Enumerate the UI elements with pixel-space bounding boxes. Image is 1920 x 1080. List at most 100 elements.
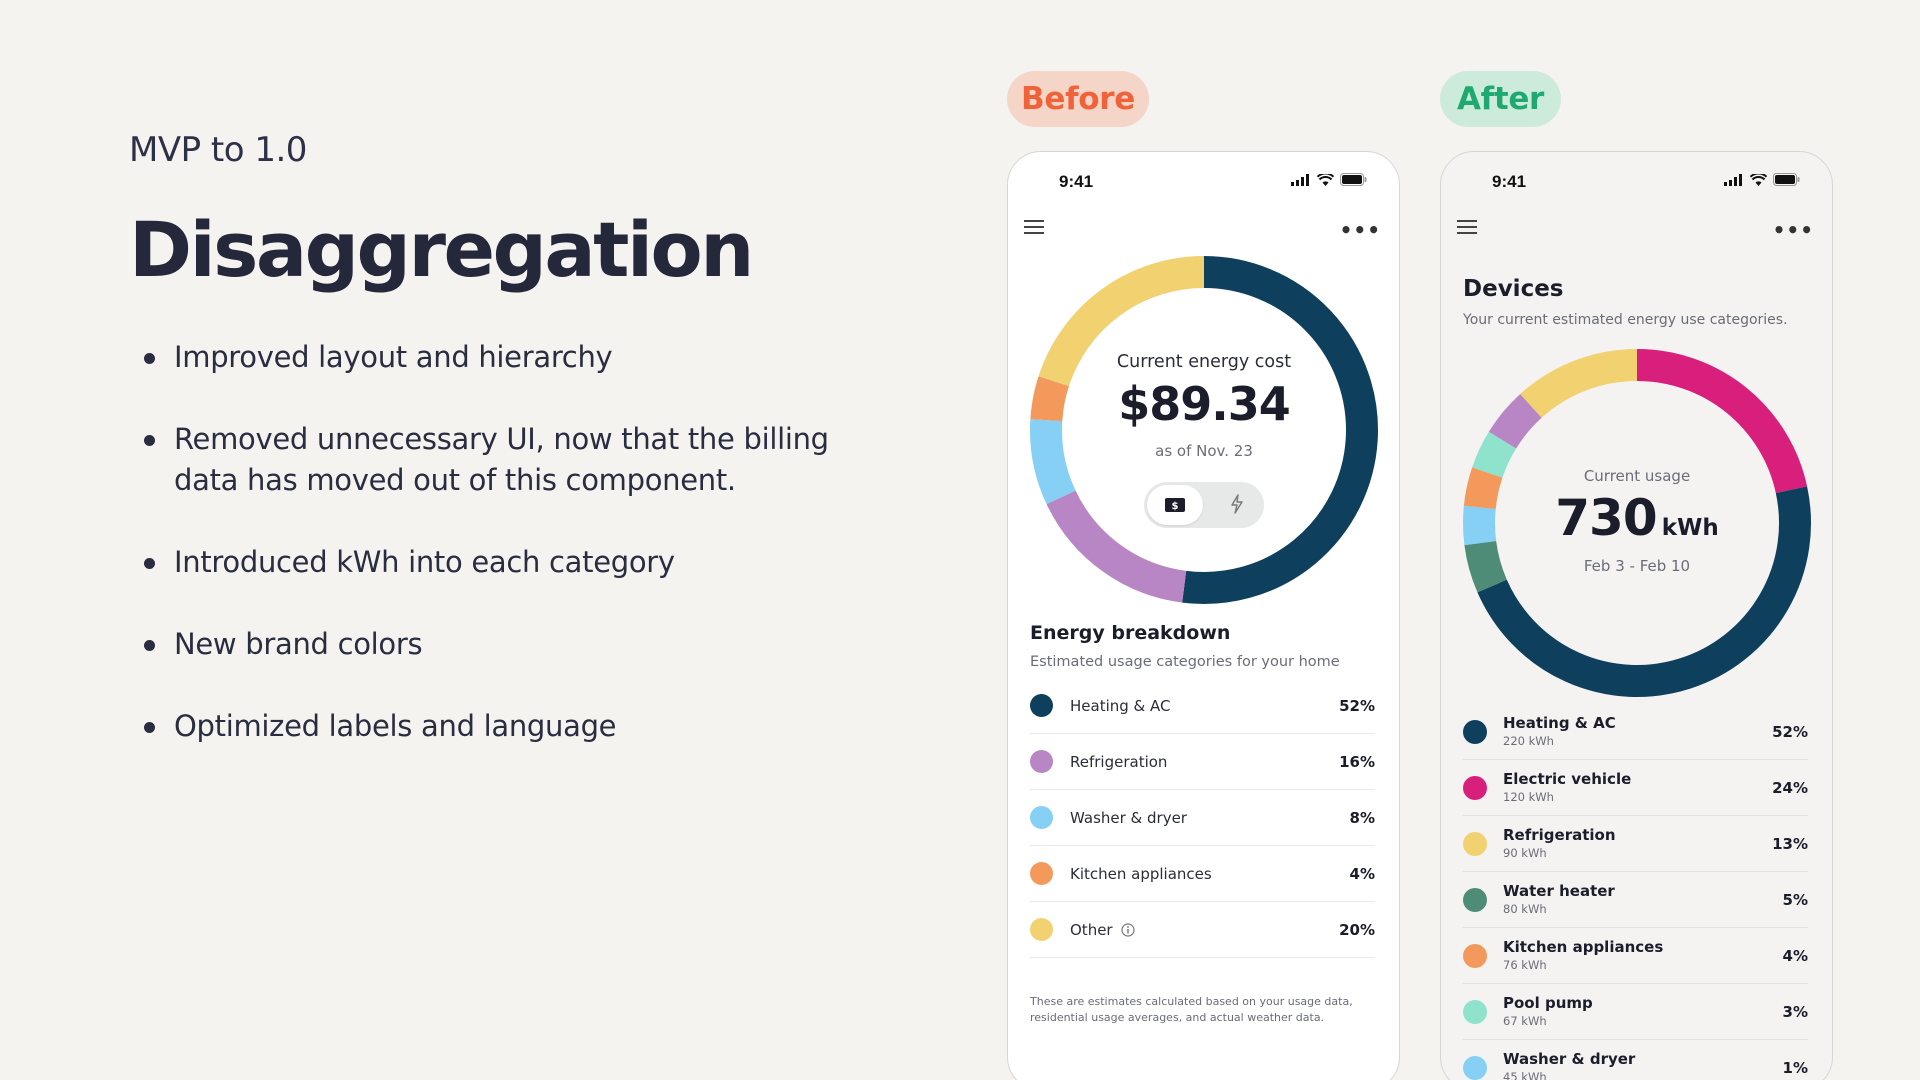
svg-text:$: $ [1172, 501, 1179, 512]
item-name: Washer & dryer [1503, 1049, 1636, 1068]
more-icon[interactable]: ••• [1339, 218, 1381, 242]
item-name-text: Other [1070, 920, 1113, 939]
breakdown-subtitle: Estimated usage categories for your home [1030, 654, 1340, 670]
battery-icon [1773, 173, 1800, 186]
signal-icon [1724, 173, 1742, 186]
list-item[interactable]: Pool pump 67 kWh 3% [1463, 984, 1808, 1040]
devices-list: Heating & AC 220 kWh 52% Electric vehicle… [1463, 704, 1808, 1080]
bolt-icon[interactable] [1230, 494, 1244, 514]
status-time: 9:41 [1492, 172, 1527, 191]
donut-segment [1464, 540, 1507, 593]
item-name: Kitchen appliances [1503, 937, 1664, 956]
dollar-icon: $ [1165, 498, 1185, 512]
color-dot [1030, 862, 1053, 885]
footnote: These are estimates calculated based on … [1030, 995, 1353, 1024]
menu-icon[interactable] [1024, 220, 1044, 234]
list-item[interactable]: Washer & dryer 45 kWh 1% [1463, 1040, 1808, 1080]
after-pill: After [1440, 71, 1561, 127]
info-icon[interactable] [1120, 922, 1135, 937]
signal-icon [1291, 173, 1309, 186]
color-dot [1463, 943, 1487, 968]
item-name: Refrigeration [1070, 752, 1168, 771]
usage-donut-chart [1463, 349, 1811, 697]
list-item[interactable]: Heating & AC 52% [1030, 678, 1375, 734]
item-name: Kitchen appliances [1070, 864, 1212, 883]
list-item[interactable]: Refrigeration 16% [1030, 734, 1375, 790]
slide-subtitle: MVP to 1.0 [129, 130, 307, 170]
item-kwh: 80 kWh [1503, 901, 1547, 916]
wifi-icon [1750, 173, 1767, 186]
item-name: Heating & AC [1070, 696, 1171, 715]
list-item[interactable]: Refrigeration 90 kWh 13% [1463, 816, 1808, 872]
item-percent: 13% [1772, 834, 1808, 853]
list-item[interactable]: Kitchen appliances 76 kWh 4% [1463, 928, 1808, 984]
center-value: 730 kWh [1462, 489, 1812, 547]
item-kwh: 45 kWh [1503, 1069, 1547, 1080]
wifi-icon [1317, 173, 1334, 186]
item-percent: 52% [1772, 722, 1808, 741]
more-icon[interactable]: ••• [1772, 218, 1814, 242]
battery-icon [1340, 173, 1367, 186]
center-date: Feb 3 - Feb 10 [1583, 557, 1691, 575]
item-name: Pool pump [1503, 993, 1593, 1012]
menu-icon[interactable] [1457, 220, 1477, 234]
after-phone: 9:41 ••• Devices Your current estimated … [1440, 151, 1833, 1080]
center-value: $89.34 [1118, 377, 1291, 431]
item-kwh: 220 kWh [1503, 733, 1554, 748]
dollar-toggle-option[interactable]: $ [1147, 485, 1203, 525]
breakdown-list: Heating & AC 52% Refrigeration 16% Washe… [1030, 678, 1375, 958]
donut-segment [1182, 256, 1378, 604]
donut-segment [1636, 349, 1808, 494]
bullet-list: Improved layout and hierarchy Removed un… [140, 337, 860, 788]
item-name: Heating & AC [1503, 713, 1616, 732]
bullet-item: Introduced kWh into each category [140, 542, 860, 583]
color-dot [1463, 831, 1487, 856]
list-item[interactable]: Heating & AC 220 kWh 52% [1463, 704, 1808, 760]
center-date: as of Nov. 23 [1155, 442, 1253, 460]
donut-segment [1477, 486, 1811, 697]
item-name: Water heater [1503, 881, 1615, 900]
devices-subtitle: Your current estimated energy use catego… [1463, 312, 1788, 328]
item-kwh: 76 kWh [1503, 957, 1547, 972]
status-icons [1724, 173, 1800, 186]
donut-segment [1046, 490, 1187, 603]
donut-segment [1038, 256, 1205, 387]
item-kwh: 67 kWh [1503, 1013, 1547, 1028]
item-percent: 3% [1782, 1002, 1808, 1021]
item-percent: 24% [1772, 778, 1808, 797]
center-label: Current energy cost [1116, 352, 1292, 372]
donut-segment [1520, 349, 1638, 418]
list-item[interactable]: Washer & dryer 8% [1030, 790, 1375, 846]
list-item[interactable]: Other 20% [1030, 902, 1375, 958]
donut-center: Current usage 730 kWh Feb 3 - Feb 10 [1462, 348, 1812, 698]
list-item[interactable]: Water heater 80 kWh 5% [1463, 872, 1808, 928]
item-percent: 5% [1782, 890, 1808, 909]
donut-segment [1030, 419, 1076, 505]
energy-donut-chart [1030, 256, 1378, 604]
color-dot [1463, 719, 1487, 744]
item-percent: 52% [1339, 696, 1375, 715]
item-kwh: 120 kWh [1503, 789, 1554, 804]
before-phone: 9:41 ••• Current energy cost $89.34 as o… [1007, 151, 1400, 1080]
unit-toggle[interactable]: $ [1144, 482, 1264, 528]
color-dot [1463, 887, 1487, 912]
donut-segment [1030, 376, 1070, 422]
bullet-item: New brand colors [140, 624, 860, 665]
color-dot [1463, 999, 1487, 1024]
status-icons [1291, 173, 1367, 186]
item-percent: 16% [1339, 752, 1375, 771]
bullet-item: Optimized labels and language [140, 706, 860, 747]
center-label: Current usage [1583, 467, 1691, 485]
color-dot [1030, 694, 1053, 717]
item-name: Washer & dryer [1070, 808, 1187, 827]
item-percent: 20% [1339, 920, 1375, 939]
status-time: 9:41 [1059, 172, 1094, 191]
slide-title: Disaggregation [129, 205, 754, 294]
item-percent: 8% [1349, 808, 1375, 827]
list-item[interactable]: Kitchen appliances 4% [1030, 846, 1375, 902]
list-item[interactable]: Electric vehicle 120 kWh 24% [1463, 760, 1808, 816]
devices-title: Devices [1463, 276, 1564, 302]
donut-segment [1463, 467, 1503, 510]
color-dot [1030, 918, 1053, 941]
color-dot [1030, 750, 1053, 773]
